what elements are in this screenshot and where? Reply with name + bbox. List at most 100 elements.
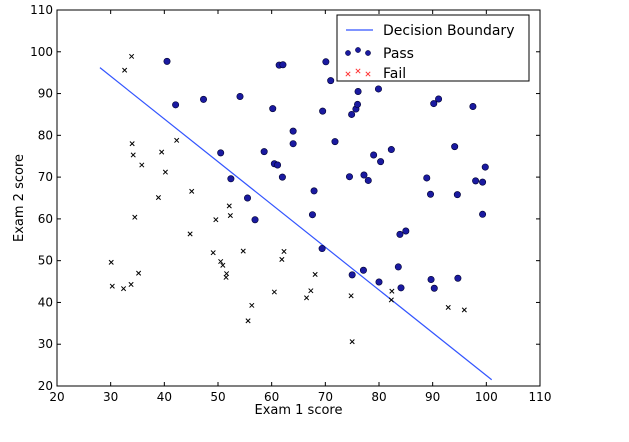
- fail-point: [174, 137, 180, 143]
- pass-point: [289, 127, 297, 135]
- legend: Decision Boundary Pass Fail: [336, 14, 530, 82]
- pass-point: [217, 149, 225, 157]
- pass-point: [359, 266, 367, 274]
- x-marker-stroke: [249, 302, 255, 308]
- x-marker-stroke: [130, 152, 136, 158]
- pass-point: [331, 138, 339, 146]
- x-tick-label: 30: [103, 390, 118, 404]
- pass-point: [394, 263, 402, 271]
- x-marker-stroke: [281, 248, 287, 255]
- x-marker-stroke: [189, 188, 195, 194]
- y-tick-label: 40: [38, 295, 53, 309]
- pass-point: [427, 190, 435, 198]
- x-marker-stroke: [174, 137, 180, 143]
- x-marker-stroke: [365, 71, 371, 77]
- y-tick-label: 50: [38, 254, 53, 268]
- x-marker-stroke: [240, 248, 246, 254]
- pass-point: [327, 77, 335, 85]
- pass-point: [453, 191, 461, 199]
- fail-point: [139, 162, 145, 168]
- x-marker-stroke: [445, 304, 451, 311]
- pass-point: [397, 284, 405, 292]
- x-marker-stroke: [223, 274, 229, 280]
- pass-point: [481, 163, 489, 171]
- pass-point: [236, 92, 244, 100]
- fail-point: [227, 212, 233, 219]
- legend-fail-marker: [345, 71, 351, 77]
- fail-point: [249, 302, 255, 308]
- fail-point: [122, 67, 128, 73]
- pass-point: [279, 61, 287, 69]
- pass-point: [172, 101, 180, 109]
- pass-point: [354, 87, 362, 95]
- x-tick-label: 90: [425, 390, 440, 404]
- fail-point: [210, 250, 216, 256]
- fail-point: [240, 248, 246, 254]
- pass-point: [427, 275, 435, 283]
- y-tick-label: 60: [38, 212, 53, 226]
- y-tick-label: 100: [30, 45, 53, 59]
- pass-point: [360, 171, 368, 179]
- x-marker-stroke: [213, 217, 219, 223]
- x-tick-label: 60: [264, 390, 279, 404]
- x-marker-stroke: [162, 169, 168, 175]
- fail-point: [461, 307, 467, 313]
- fail-point: [303, 295, 310, 301]
- decision-boundary-line: [99, 67, 493, 381]
- pass-point: [374, 85, 382, 93]
- x-marker-stroke: [312, 271, 318, 278]
- legend-fail-marker: [355, 68, 361, 74]
- fail-point: [155, 195, 161, 201]
- fail-point: [162, 169, 168, 175]
- pass-point: [423, 174, 431, 182]
- fail-point: [132, 214, 138, 220]
- x-marker-stroke: [389, 288, 395, 294]
- x-marker-stroke: [129, 53, 135, 59]
- pass-point: [308, 211, 316, 219]
- x-tick-label: 70: [318, 390, 333, 404]
- x-marker-stroke: [109, 283, 115, 289]
- pass-point: [269, 105, 277, 113]
- pass-point: [430, 284, 438, 292]
- fail-point: [213, 217, 219, 223]
- fail-point: [226, 203, 232, 209]
- pass-point: [227, 175, 235, 183]
- x-marker-stroke: [226, 203, 232, 209]
- pass-point: [244, 194, 252, 202]
- fail-point: [189, 188, 195, 194]
- x-marker-stroke: [349, 339, 355, 345]
- x-marker-stroke: [348, 293, 354, 299]
- fail-point: [108, 259, 114, 265]
- legend-box: [336, 14, 530, 82]
- x-marker-stroke: [120, 286, 127, 292]
- fail-point: [120, 286, 127, 292]
- x-marker-stroke: [245, 318, 251, 324]
- pass-point: [472, 177, 480, 185]
- pass-point: [310, 187, 318, 195]
- pass-point: [454, 274, 462, 282]
- pass-point: [451, 143, 459, 151]
- y-tick-label: 110: [30, 3, 53, 17]
- x-tick-label: 110: [529, 390, 552, 404]
- axis-ticks: 20 30 40 50 60 70 80 90 100 110 20 30 40 50 60 70 80 90 10…: [30, 3, 551, 404]
- pass-point: [469, 103, 477, 111]
- pass-point: [479, 210, 487, 218]
- x-tick-label: 40: [157, 390, 172, 404]
- x-marker-stroke: [355, 68, 361, 74]
- fail-point: [245, 318, 251, 324]
- fail-point: [279, 256, 285, 262]
- x-marker-stroke: [132, 214, 138, 220]
- fail-point: [129, 53, 135, 59]
- pass-point: [345, 173, 353, 181]
- fail-point: [308, 288, 314, 294]
- legend-pass-marker: [345, 50, 351, 56]
- pass-point: [396, 230, 404, 238]
- pass-point: [274, 161, 282, 169]
- fail-point: [159, 149, 165, 155]
- x-marker-stroke: [155, 195, 161, 201]
- x-marker-stroke: [159, 149, 165, 155]
- fail-point: [128, 281, 134, 288]
- x-tick-label: 20: [49, 390, 64, 404]
- plot-frame: [56, 9, 541, 387]
